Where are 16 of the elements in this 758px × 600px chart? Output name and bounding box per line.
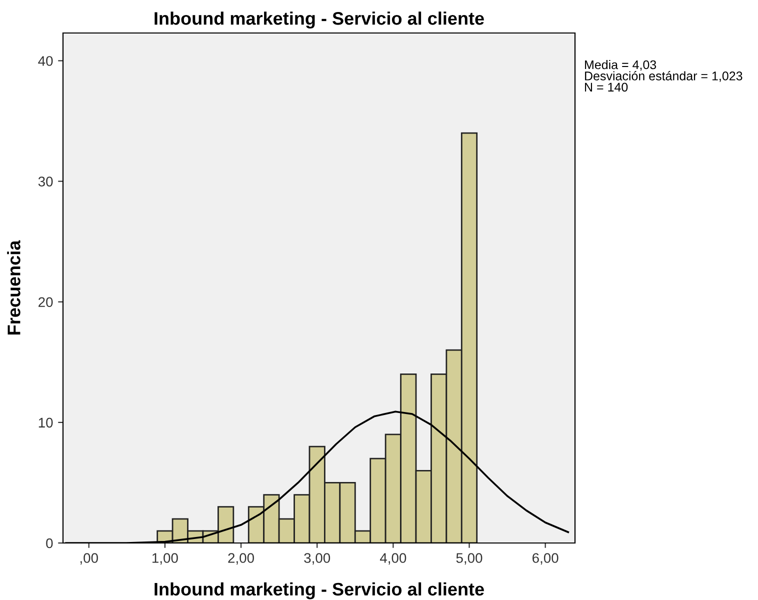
y-axis-title: Frecuencia (7, 240, 20, 334)
text: Media = 4,03 Desviación estándar = 1,023 N = 140 (585, 60, 742, 92)
x-tick-label: 5,00 (456, 553, 482, 565)
x-tick-label: 2,00 (228, 553, 254, 565)
y-tick-label: 10 (38, 418, 53, 428)
x-tick-label: ,00 (80, 553, 98, 565)
x-axis-title: Inbound marketing - Servicio al cliente (154, 582, 484, 600)
y-tick-label: 40 (38, 56, 53, 66)
x-tick-label: 4,00 (380, 553, 406, 565)
chart-title: Inbound marketing - Servicio al cliente (154, 12, 484, 28)
x-tick-label: 3,00 (304, 553, 330, 565)
y-tick-label: 30 (38, 176, 53, 186)
y-tick-label: 0 (46, 538, 53, 548)
x-tick-label: 6,00 (532, 553, 558, 565)
x-tick-label: 1,00 (152, 553, 178, 565)
y-tick-label: 20 (38, 297, 53, 308)
